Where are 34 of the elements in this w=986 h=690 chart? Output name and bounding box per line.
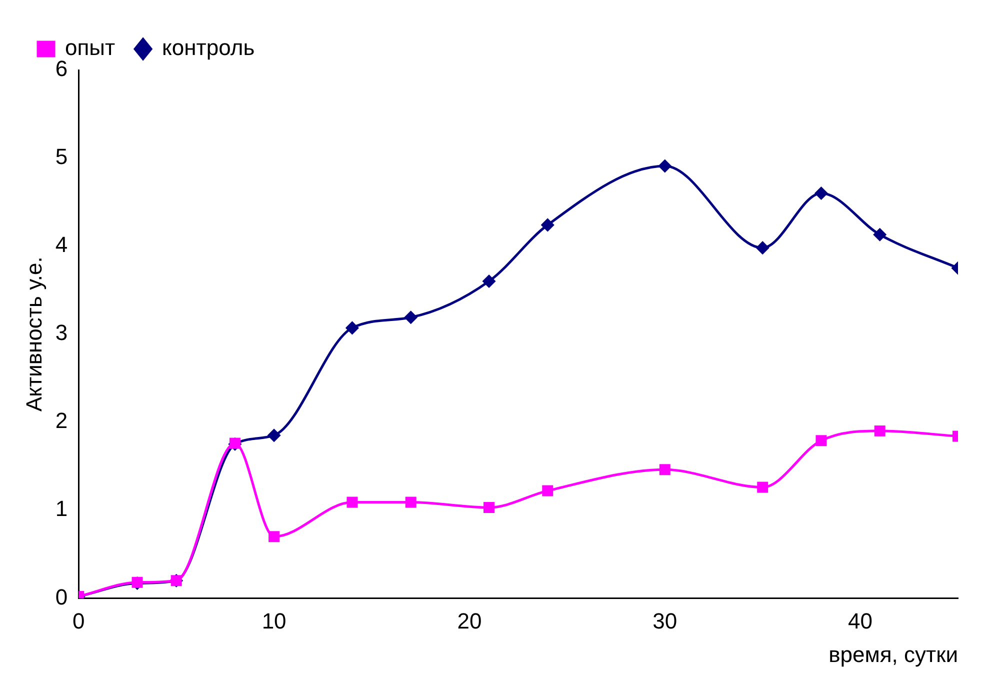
point xyxy=(756,242,769,254)
point xyxy=(542,485,554,496)
y-tick-label: 3 xyxy=(55,320,68,346)
point xyxy=(816,435,827,446)
x-tick-label: 0 xyxy=(72,608,85,634)
point xyxy=(814,186,828,200)
y-tick-label: 0 xyxy=(55,584,68,610)
point xyxy=(659,464,670,476)
point xyxy=(541,218,554,232)
y-tick-label: 1 xyxy=(55,496,68,522)
y-tick-label: 6 xyxy=(55,56,68,82)
point xyxy=(346,496,358,508)
legend-label: контроль xyxy=(162,35,255,60)
x-tick-label: 40 xyxy=(848,608,873,634)
point xyxy=(484,502,494,514)
legend-label: опыт xyxy=(65,35,116,60)
x-tick-label: 10 xyxy=(262,608,286,634)
y-tick-label: 2 xyxy=(55,408,68,434)
y-tick-label: 4 xyxy=(55,232,68,258)
x-tick-label: 30 xyxy=(652,608,678,634)
y-tick-label: 5 xyxy=(55,144,68,170)
point xyxy=(405,496,416,508)
x-tick-label: 20 xyxy=(457,608,482,634)
point xyxy=(757,482,768,493)
point xyxy=(658,160,672,172)
y-axis-title: Активность у.е. xyxy=(21,256,46,412)
point xyxy=(874,228,886,241)
point xyxy=(874,425,886,436)
point xyxy=(482,275,496,288)
point xyxy=(404,311,418,324)
point xyxy=(268,531,280,542)
x-axis-title: время, сутки xyxy=(828,642,958,667)
point xyxy=(346,322,358,334)
point xyxy=(268,429,280,442)
